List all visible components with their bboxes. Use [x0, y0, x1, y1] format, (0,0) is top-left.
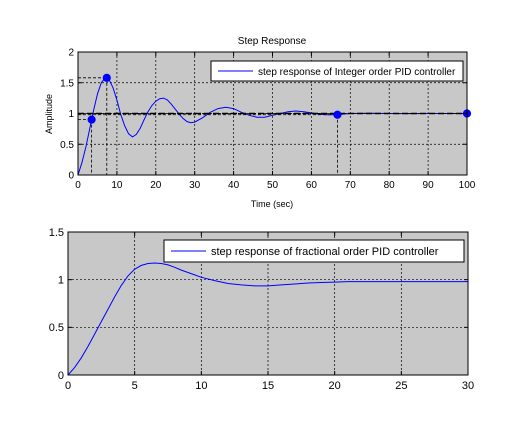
- x-tick-label: 10: [195, 380, 207, 392]
- data-marker: [333, 110, 342, 119]
- step-response-chart-integer: Step Response 0 10 20 30 40 50 60 70 80 90 100 0 0.5…: [44, 36, 476, 209]
- legend-label: step response of Integer order PID contr…: [258, 67, 456, 78]
- legend: step response of fractional order PID co…: [163, 239, 465, 263]
- y-axis-label: Amplitude: [44, 94, 54, 134]
- data-marker: [87, 115, 96, 124]
- legend-box: [163, 239, 465, 263]
- x-tick-label: 20: [150, 180, 162, 191]
- x-tick-label: 70: [345, 180, 357, 191]
- x-tick-label: 100: [459, 180, 476, 191]
- series-line: [67, 262, 468, 376]
- x-tick-label: 0: [75, 180, 81, 191]
- x-tick-label: 30: [189, 180, 201, 191]
- y-tick-label: 2: [68, 48, 74, 59]
- x-tick-label: 25: [395, 380, 407, 392]
- tick-layer: 0 5 10 15 20 25 30 0 0.5 1 1.5: [49, 227, 474, 392]
- legend-box: [210, 60, 464, 82]
- x-tick-label: 80: [384, 180, 396, 191]
- y-tick-label: 0.5: [60, 140, 74, 151]
- y-tick-label: 0.5: [49, 322, 64, 334]
- x-axis-label: Time (sec): [251, 199, 293, 209]
- x-tick-label: 20: [329, 380, 341, 392]
- x-tick-label: 5: [132, 380, 138, 392]
- y-tick-label: 1.5: [49, 227, 64, 239]
- y-tick-label: 1.5: [60, 78, 74, 89]
- data-marker: [102, 73, 111, 82]
- marker-layer: [87, 73, 472, 124]
- y-tick-label: 1: [58, 275, 64, 287]
- x-tick-label: 40: [228, 180, 240, 191]
- y-tick-label: 1: [68, 109, 74, 120]
- series-layer: [67, 262, 468, 376]
- y-tick-label: 0: [58, 370, 64, 382]
- step-response-chart-fractional: 0 5 10 15 20 25 30 0 0.5 1 1.5 step response of fr…: [49, 227, 474, 392]
- x-tick-label: 30: [462, 380, 474, 392]
- x-tick-label: 15: [262, 380, 274, 392]
- x-tick-label: 0: [65, 380, 71, 392]
- legend-label: step response of fractional order PID co…: [211, 246, 439, 258]
- x-tick-label: 10: [111, 180, 123, 191]
- legend: step response of Integer order PID contr…: [210, 60, 464, 82]
- tick-layer: 0 10 20 30 40 50 60 70 80 90 100 0 0.5 1 1.5 2: [60, 48, 476, 192]
- x-tick-label: 90: [423, 180, 435, 191]
- y-tick-label: 0: [68, 171, 74, 182]
- x-tick-label: 50: [267, 180, 279, 191]
- x-tick-label: 60: [306, 180, 318, 191]
- grid-lines: [68, 232, 468, 375]
- chart-title: Step Response: [238, 36, 307, 47]
